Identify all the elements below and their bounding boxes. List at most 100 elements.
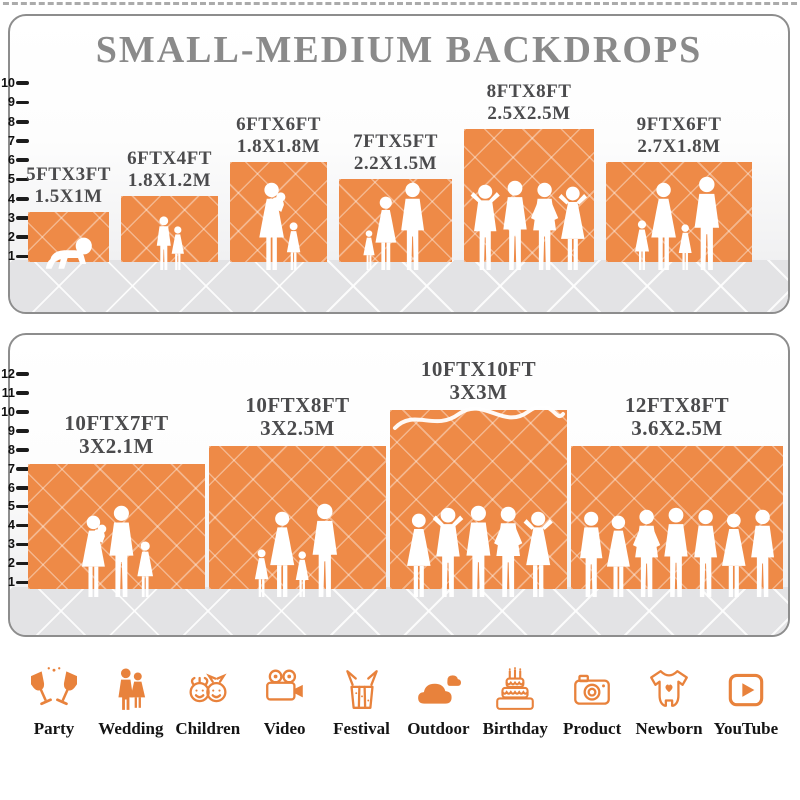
ruler-tick-1: 1 [0,575,29,590]
backdrop-rectangle [390,406,567,597]
outdoor-icon [415,662,462,712]
man-silhouette [694,176,719,270]
ruler-dash [16,542,29,547]
ruler-dash [16,523,29,528]
category-label: Wedding [98,719,164,738]
backdrop-size-label: 6FTX6FT 1.8X1.8M [236,114,321,157]
people-silhouettes [390,505,567,597]
man-silhouette [109,505,134,597]
ruler-tick-8: 8 [0,114,29,129]
ruler-tick-5: 5 [0,499,29,514]
category-birthday: Birthday [479,662,551,739]
backdrop-size-label: 12FTX8FT 3.6X2.5M [624,392,730,441]
girl-silhouette [678,224,692,270]
ruler-dash [16,504,29,509]
panel-small-backdrops: SMALL-MEDIUM BACKDROPS 10 9 8 7 6 5 4 3 2 1 5FTX3… [1,14,790,314]
ruler-number: 12 [1,366,15,381]
man-silhouette [465,505,490,597]
ruler-dash [16,235,29,240]
category-label: Birthday [482,719,548,738]
people-silhouettes [209,503,386,597]
category-video: Video [249,662,321,739]
size-meters: 2.7X1.8M [637,135,721,157]
category-outdoor: Outdoor [402,662,474,739]
product-icon [569,662,615,712]
man-silhouette [664,507,688,597]
category-label: Outdoor [407,719,470,738]
girl-silhouette [286,222,300,270]
newborn-icon [646,662,692,712]
ruler-tick-4: 4 [0,518,29,533]
backdrop-size-label: 7FTX5FT 2.2X1.5M [353,131,438,174]
panel-medium-backdrops: 12 11 10 9 8 7 6 5 4 3 2 1 10FTX7FT 3X2.1M 10FTX8FT 3X… [1,333,790,637]
man-silhouette [400,182,424,270]
ruler-number: 6 [8,480,15,495]
feet-ruler: 10 9 8 7 6 5 4 3 2 1 [0,14,40,314]
woman-silhouette [722,513,746,597]
ruler-tick-6: 6 [0,480,29,495]
ruler-number: 2 [8,230,15,244]
ruler-dash [16,410,29,414]
people-silhouettes [230,182,327,270]
ruler-tick-2: 2 [0,556,29,571]
girl-silhouette [363,230,375,270]
ruler-dash [16,429,29,433]
backdrop-10ftx7ft: 10FTX7FT 3X2.1M [28,411,205,597]
size-meters: 3.6X2.5M [631,416,723,441]
wedding-icon [108,662,154,712]
ruler-number: 10 [1,76,15,90]
woman-baby-silhouette [259,182,286,270]
man-hips-silhouette [632,509,661,597]
ruler-tick-9: 9 [0,423,29,438]
woman-silhouette [651,182,677,270]
people-silhouettes [121,216,218,270]
backdrop-row: 5FTX3FT 1.5X1M 6FTX4FT 1.8X1.2M 6FTX6FT 1.8X1… [26,81,752,270]
size-feet: 5FTX3FT [26,164,111,186]
ruler-tick-3: 3 [0,211,29,226]
ruler-dash [16,100,29,105]
woman-baby-silhouette [81,515,106,597]
video-icon [262,662,308,712]
backdrop-rectangle [121,196,218,270]
backdrop-8ftx8ft: 8FTX8FT 2.5X2.5M [464,81,594,270]
man-armsup-silhouette [432,507,463,597]
ruler-number: 8 [8,442,15,457]
size-feet: 10FTX8FT [245,392,350,417]
backdrop-10ftx8ft: 10FTX8FT 3X2.5M [209,392,386,597]
backdrop-size-label: 10FTX7FT 3X2.1M [64,411,168,459]
size-feet: 12FTX8FT [624,392,730,417]
top-border-decoration [0,2,800,5]
ruler-dash [16,81,29,86]
ruler-tick-3: 3 [0,537,29,552]
man-silhouette [312,503,337,597]
backdrop-rectangle [571,446,783,597]
size-meters: 2.5X2.5M [487,102,571,124]
size-feet: 6FTX4FT [127,148,212,170]
man-hips-silhouette [530,182,559,270]
birthday-icon [492,662,538,712]
ruler-number: 5 [8,172,15,187]
backdrop-size-label: 9FTX6FT 2.7X1.8M [637,114,722,157]
woman-silhouette [607,515,631,597]
feet-ruler: 12 11 10 9 8 7 6 5 4 3 2 1 [0,333,40,637]
category-label: Newborn [635,719,703,738]
ruler-dash [16,448,29,452]
category-label: YouTube [713,719,779,738]
category-wedding: Wedding [95,662,167,739]
ruler-tick-6: 6 [0,153,29,168]
man-hips-silhouette [494,506,523,597]
backdrop-rectangle [209,446,386,597]
ruler-dash [16,196,29,201]
children-icon [185,662,231,712]
ruler-number: 4 [8,518,15,533]
ruler-dash [16,139,29,143]
ruler-number: 10 [1,404,15,419]
size-feet: 6FTX6FT [236,114,321,136]
man-silhouette [694,509,718,597]
backdrop-size-label: 6FTX4FT 1.8X1.2M [127,148,212,191]
party-icon [31,662,77,712]
backdrop-rectangle [464,129,594,270]
category-label: Children [175,719,241,738]
backdrop-row: 10FTX7FT 3X2.1M 10FTX8FT 3X2.5M 10FTX10FT 3X3… [28,357,783,597]
